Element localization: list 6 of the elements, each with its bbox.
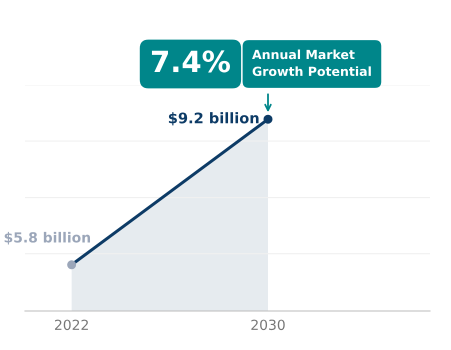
data-label: $5.8 billion <box>4 232 90 244</box>
text: 7.4% <box>152 50 230 72</box>
x-tick-label: 2022 <box>54 320 88 330</box>
text: Annual Market Growth Potential <box>252 50 371 76</box>
data-label: $9.2 billion <box>168 112 259 126</box>
x-tick-label: 2030 <box>251 320 285 330</box>
